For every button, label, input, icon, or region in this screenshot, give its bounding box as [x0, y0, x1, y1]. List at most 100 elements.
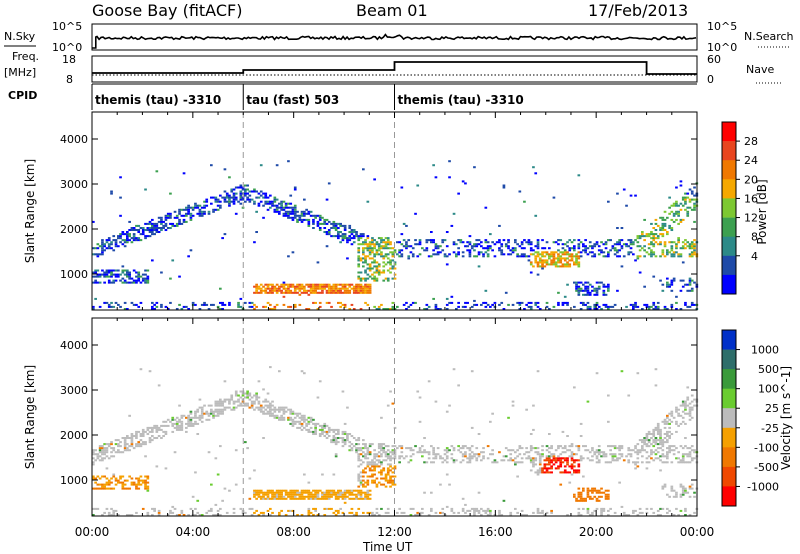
heatmap-cell	[679, 253, 683, 256]
heatmap-cell	[278, 410, 281, 413]
heatmap-cell	[582, 283, 585, 286]
heatmap-cell	[355, 439, 358, 442]
heatmap-cell	[139, 275, 143, 278]
heatmap-cell	[557, 465, 560, 468]
heatmap-cell	[323, 430, 327, 433]
heatmap-cell	[584, 287, 587, 290]
heatmap-cell	[507, 247, 510, 250]
heatmap-cell	[327, 289, 331, 292]
heatmap-cell	[541, 445, 544, 448]
heatmap-cell	[187, 206, 190, 209]
heatmap-cell	[507, 303, 510, 306]
heatmap-cell	[627, 461, 631, 464]
heatmap-cell	[663, 218, 667, 221]
heatmap-cell	[457, 301, 460, 304]
heatmap-cell	[636, 461, 640, 464]
heatmap-cell	[477, 509, 481, 512]
heatmap-cell	[611, 453, 615, 456]
heatmap-cell	[239, 198, 243, 201]
heatmap-cell	[323, 426, 327, 429]
heatmap-cell	[382, 255, 386, 258]
heatmap-cell	[312, 222, 315, 225]
heatmap-cell	[364, 257, 367, 260]
heatmap-cell	[357, 491, 361, 494]
heatmap-cell	[357, 453, 361, 456]
heatmap-cell	[409, 455, 413, 458]
heatmap-cell	[337, 289, 340, 292]
heatmap-cell	[239, 196, 243, 199]
heatmap-cell	[341, 430, 345, 433]
heatmap-cell	[273, 406, 277, 409]
heatmap-cell	[681, 261, 685, 264]
heatmap-cell	[291, 212, 295, 215]
heatmap-cell	[579, 287, 583, 290]
heatmap-cell	[670, 445, 674, 448]
heatmap-cell	[339, 495, 342, 498]
heatmap-cell	[94, 487, 97, 490]
heatmap-cell	[543, 459, 547, 462]
heatmap-cell	[264, 289, 268, 292]
heatmap-cell	[200, 210, 204, 213]
heatmap-cell	[650, 251, 653, 254]
heatmap-cell	[416, 451, 420, 454]
heatmap-cell	[332, 285, 336, 288]
heatmap-cell	[298, 285, 302, 288]
heatmap-cell	[693, 398, 696, 401]
heatmap-cell	[266, 392, 270, 395]
heatmap-cell	[214, 408, 218, 411]
heatmap-cell	[681, 198, 685, 201]
heatmap-cell	[545, 261, 549, 264]
heatmap-cell	[679, 445, 683, 448]
heatmap-cell	[652, 233, 656, 236]
heatmap-cell	[686, 491, 690, 494]
heatmap-cell	[346, 239, 349, 242]
heatmap-cell	[498, 511, 501, 514]
heatmap-cell	[332, 491, 336, 494]
heatmap-cell	[668, 224, 671, 227]
heatmap-cell	[461, 241, 465, 244]
heatmap-cell	[380, 237, 383, 240]
heatmap-cell	[681, 447, 685, 450]
heatmap-cell	[579, 455, 583, 458]
heatmap-cell	[259, 497, 263, 500]
heatmap-cell	[185, 206, 188, 209]
heatmap-cell	[178, 514, 181, 517]
heatmap-cell	[169, 509, 172, 512]
heatmap-cell	[362, 511, 365, 514]
heatmap-cell	[688, 206, 692, 209]
heatmap-cell	[223, 380, 227, 383]
heatmap-cell	[659, 455, 662, 458]
power-panel-frame	[91, 111, 698, 311]
heatmap-cell	[588, 241, 592, 244]
heatmap-cell	[430, 461, 433, 464]
heatmap-cell	[253, 308, 256, 311]
heatmap-cell	[309, 283, 313, 286]
x-tick-label: 08:00	[276, 525, 311, 539]
heatmap-cell	[579, 497, 583, 500]
heatmap-cell	[271, 308, 274, 311]
heatmap-cell	[153, 233, 156, 236]
heatmap-cell	[362, 287, 365, 290]
heatmap-cell	[588, 308, 592, 311]
heatmap-cell	[611, 455, 615, 458]
heatmap-cell	[681, 455, 685, 458]
heatmap-cell	[430, 231, 433, 234]
heatmap-cell	[552, 257, 556, 260]
heatmap-cell	[616, 243, 619, 246]
heatmap-cell	[364, 279, 367, 282]
heatmap-cell	[516, 255, 519, 258]
heatmap-cell	[466, 461, 469, 464]
heatmap-cell	[579, 457, 583, 460]
heatmap-cell	[280, 208, 283, 211]
heatmap-cell	[318, 428, 322, 431]
heatmap-cell	[359, 308, 363, 311]
heatmap-cell	[96, 275, 100, 278]
heatmap-cell	[339, 507, 342, 510]
heatmap-cell	[400, 249, 404, 252]
heatmap-cell	[366, 245, 370, 248]
heatmap-cell	[681, 453, 685, 456]
heatmap-cell	[341, 493, 345, 496]
heatmap-cell	[690, 251, 694, 254]
heatmap-cell	[548, 247, 551, 250]
heatmap-cell	[652, 435, 656, 438]
